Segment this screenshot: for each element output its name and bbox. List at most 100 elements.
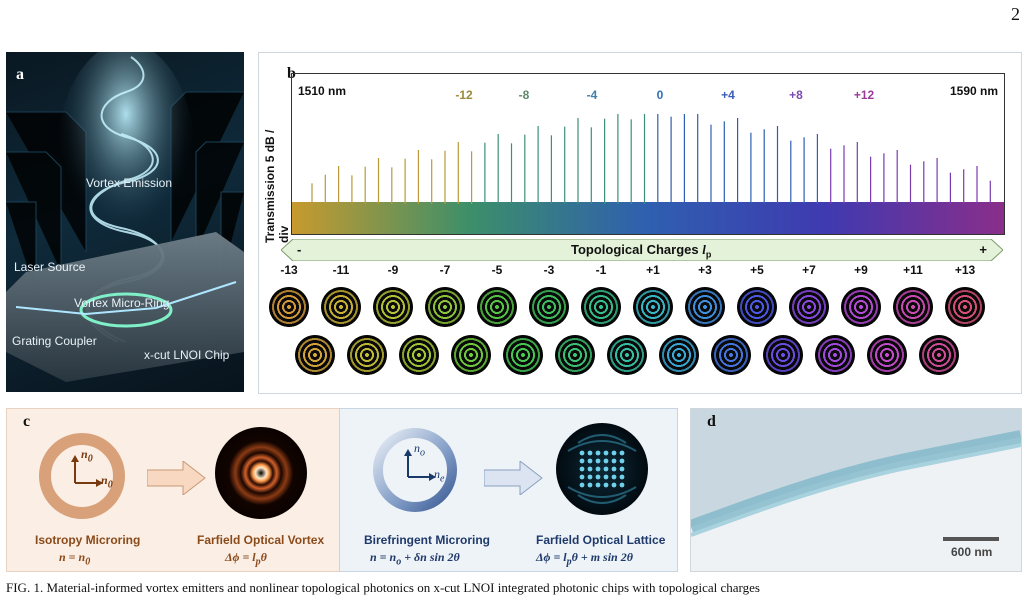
birefringent-equation: n = no + δn sin 2θ (370, 550, 460, 568)
mode-image (425, 287, 465, 327)
mode-image (607, 335, 647, 375)
mode-image (399, 335, 439, 375)
panel-c-label: c (23, 413, 31, 430)
charge-label: +5 (750, 263, 764, 277)
charge-label: -5 (491, 263, 503, 277)
mode-image (633, 287, 673, 327)
mode-image (451, 335, 491, 375)
top-charge-label: +4 (721, 88, 735, 102)
end-wavelength: 1590 nm (949, 84, 998, 98)
vortex-beam (56, 52, 196, 282)
mode-image (841, 287, 881, 327)
charge-label: -13 (280, 263, 298, 277)
mode-image (373, 287, 413, 327)
lattice-dot (611, 482, 617, 488)
lattice-title: Farfield Optical Lattice (536, 533, 666, 547)
vortex-equation: Δϕ = lpθ (225, 550, 267, 568)
iso-n-top: n0 (81, 447, 93, 465)
page-number: 2 (1011, 4, 1020, 24)
mode-image (711, 335, 751, 375)
mode-image (685, 287, 725, 327)
mode-image (477, 287, 517, 327)
lattice-dot (595, 450, 601, 456)
lattice-dot (603, 458, 609, 464)
panel-a-illustration: a Vortex Emission Laser Source Vortex Mi… (6, 52, 244, 392)
lattice-dot (587, 458, 593, 464)
mode-image (893, 287, 933, 327)
arrow-minus: - (297, 242, 302, 257)
charge-label: -3 (543, 263, 555, 277)
mode-image (763, 335, 803, 375)
lattice-dot (595, 474, 601, 480)
lattice-dot (603, 466, 609, 472)
mode-image (789, 287, 829, 327)
lattice-dot (603, 482, 609, 488)
top-charge-label: -4 (586, 88, 598, 102)
mode-image (815, 335, 855, 375)
lattice-dot (579, 466, 585, 472)
charge-label: -9 (387, 263, 399, 277)
mode-image (295, 335, 335, 375)
lattice-dot (595, 466, 601, 472)
lattice-dot (603, 474, 609, 480)
panel-b-spectrum: b Transmission 5 dB / div 1510 nm 1590 n… (258, 52, 1022, 394)
lattice-dot (579, 458, 585, 464)
lattice-dot (587, 482, 593, 488)
label-laser-source: Laser Source (14, 260, 86, 274)
charge-label: +11 (903, 263, 923, 277)
mode-image (867, 335, 907, 375)
top-charge-label: 0 (656, 88, 664, 102)
chip-illustration (6, 52, 244, 382)
charge-label: -7 (439, 263, 451, 277)
label-vortex-micro-ring: Vortex Micro-Ring (74, 296, 170, 310)
lattice-dot (579, 474, 585, 480)
mode-image (659, 335, 699, 375)
label-x-cut-lnoi-chip: x-cut LNOI Chip (144, 348, 230, 362)
arrow-to-lattice (484, 461, 543, 495)
panel-d-label: d (707, 413, 716, 430)
mode-image (581, 287, 621, 327)
lattice-dot (595, 458, 601, 464)
charge-label: -1 (595, 263, 607, 277)
mode-image (347, 335, 387, 375)
scalebar-label: 600 nm (951, 545, 993, 559)
mode-image (529, 287, 569, 327)
panel-a-label: a (16, 66, 24, 83)
lattice-dot (587, 466, 593, 472)
lattice-dot (595, 482, 601, 488)
top-charge-label: +8 (789, 88, 803, 102)
figure-caption: FIG. 1. Material-informed vortex emitter… (6, 580, 760, 595)
lattice-dot (579, 482, 585, 488)
iso-n-right: n0 (101, 473, 113, 491)
isotropy-microring (39, 433, 125, 519)
lattice-dot (579, 450, 585, 456)
label-grating-coupler: Grating Coupler (12, 334, 97, 348)
mode-image (919, 335, 959, 375)
micro-ring (79, 292, 173, 328)
optical-vortex-image (215, 427, 307, 519)
top-charge-label: +12 (853, 88, 875, 102)
mode-image (269, 287, 309, 327)
sem-waveguide (691, 409, 1021, 571)
charge-label: +3 (698, 263, 712, 277)
panel-c-birefringent: no ne Birefringent Microring n = no + δn… (339, 408, 678, 572)
lattice-dot (603, 450, 609, 456)
y-axis-label: Transmission 5 dB / div (263, 129, 291, 243)
mode-images-row-1 (259, 285, 1021, 329)
lattice-dot (611, 474, 617, 480)
charge-label: -11 (332, 263, 350, 277)
lattice-dot (619, 458, 625, 464)
mode-images-row-2 (259, 333, 1021, 377)
lattice-dot (619, 450, 625, 456)
lattice-dot (611, 458, 617, 464)
mode-image (737, 287, 777, 327)
isotropy-title: Isotropy Microring (35, 533, 141, 547)
charge-label: +7 (802, 263, 816, 277)
birefringent-microring (373, 428, 457, 512)
top-charge-label: -8 (518, 88, 530, 102)
mode-image (945, 287, 985, 327)
charge-label: +9 (854, 263, 868, 277)
vortex-title: Farfield Optical Vortex (197, 533, 325, 547)
transmission-spectrum (292, 114, 1004, 234)
mode-image (321, 287, 361, 327)
